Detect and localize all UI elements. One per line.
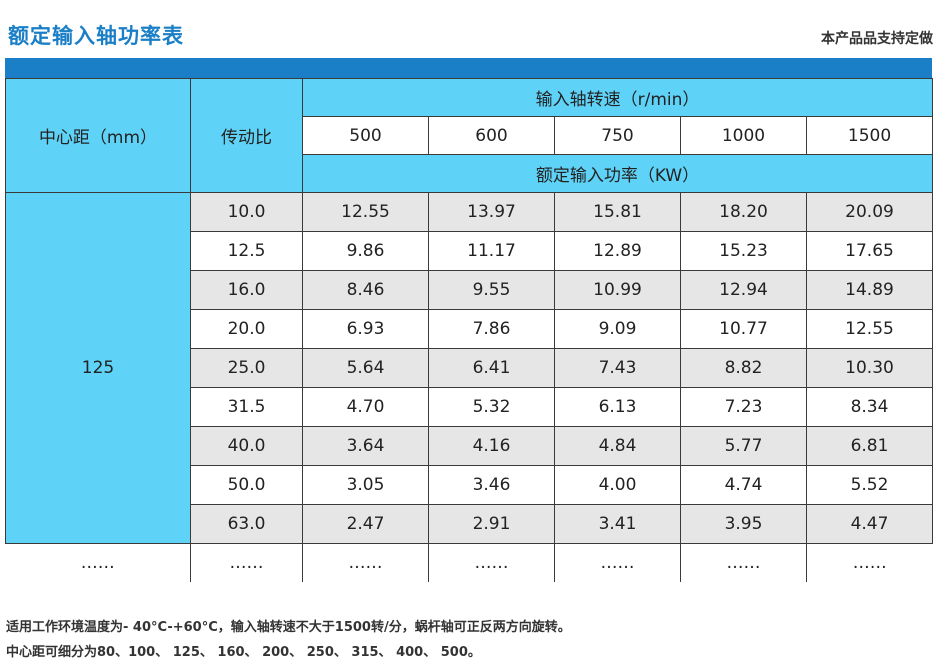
power-cell: 4.84 bbox=[554, 426, 681, 466]
power-cell: 17.65 bbox=[805, 231, 934, 271]
power-cell: 10.77 bbox=[680, 309, 807, 349]
center-distance-header: 中心距（mm） bbox=[5, 78, 191, 193]
power-cell: 4.16 bbox=[428, 426, 555, 466]
header-bar bbox=[5, 58, 932, 78]
ratio-cell: 10.0 bbox=[190, 192, 303, 232]
power-cell: 3.41 bbox=[554, 504, 681, 544]
power-cell: 14.89 bbox=[805, 270, 934, 310]
power-cell: 7.43 bbox=[554, 348, 681, 388]
power-cell: 18.20 bbox=[680, 192, 807, 232]
power-cell: 4.00 bbox=[554, 465, 681, 505]
power-cell: 2.91 bbox=[428, 504, 555, 544]
power-cell: 13.97 bbox=[428, 192, 555, 232]
speed-1500: 1500 bbox=[805, 116, 934, 155]
power-cell: 8.34 bbox=[805, 387, 934, 427]
power-rating-table: 中心距（mm） 传动比 输入轴转速（r/min） 500 600 750 100… bbox=[5, 78, 934, 582]
ellipsis-cell: …… bbox=[190, 543, 303, 582]
power-header: 额定输入功率（KW） bbox=[301, 154, 934, 193]
power-cell: 12.55 bbox=[805, 309, 934, 349]
power-cell: 10.30 bbox=[805, 348, 934, 388]
ellipsis-cell: …… bbox=[5, 543, 191, 582]
ratio-cell: 50.0 bbox=[190, 465, 303, 505]
power-cell: 15.81 bbox=[554, 192, 681, 232]
ellipsis-cell: …… bbox=[680, 543, 807, 582]
footnote-temperature: 适用工作环境温度为- 40°C-+60°C，输入轴转速不大于1500转/分，蜗杆… bbox=[6, 620, 571, 635]
power-cell: 4.74 bbox=[680, 465, 807, 505]
ellipsis-cell: …… bbox=[805, 543, 933, 582]
table-row: 31.5 4.70 5.32 6.13 7.23 8.34 bbox=[6, 387, 934, 427]
ratio-cell: 31.5 bbox=[190, 387, 303, 427]
table-row: 50.0 3.05 3.46 4.00 4.74 5.52 bbox=[6, 465, 934, 505]
power-cell: 12.55 bbox=[302, 192, 429, 232]
ellipsis-cell: …… bbox=[554, 543, 681, 582]
power-cell: 6.81 bbox=[805, 426, 934, 466]
table-row: 40.0 3.64 4.16 4.84 5.77 6.81 bbox=[6, 426, 934, 466]
power-cell: 3.46 bbox=[428, 465, 555, 505]
power-cell: 12.94 bbox=[680, 270, 807, 310]
power-cell: 2.47 bbox=[302, 504, 429, 544]
ratio-cell: 16.0 bbox=[190, 270, 303, 310]
ellipsis-cell: …… bbox=[302, 543, 429, 582]
power-cell: 15.23 bbox=[680, 231, 807, 271]
power-cell: 4.47 bbox=[805, 504, 934, 544]
speed-750: 750 bbox=[554, 116, 681, 155]
power-cell: 4.70 bbox=[302, 387, 429, 427]
power-cell: 9.09 bbox=[554, 309, 681, 349]
power-cell: 10.99 bbox=[554, 270, 681, 310]
speed-1000: 1000 bbox=[680, 116, 807, 155]
power-cell: 6.41 bbox=[428, 348, 555, 388]
speed-600: 600 bbox=[428, 116, 555, 155]
power-cell: 7.23 bbox=[680, 387, 807, 427]
power-cell: 5.32 bbox=[428, 387, 555, 427]
ellipsis-cell: …… bbox=[428, 543, 555, 582]
ratio-cell: 25.0 bbox=[190, 348, 303, 388]
power-cell: 3.95 bbox=[680, 504, 807, 544]
center-distance-value: 125 bbox=[5, 192, 191, 544]
footnote-center-distance: 中心距可细分为80、100、 125、 160、 200、 250、 315、 … bbox=[6, 645, 481, 660]
power-cell: 12.89 bbox=[554, 231, 681, 271]
speed-header: 输入轴转速（r/min） bbox=[301, 78, 934, 117]
table-row: 25.0 5.64 6.41 7.43 8.82 10.30 bbox=[6, 348, 934, 388]
power-cell: 7.86 bbox=[428, 309, 555, 349]
ratio-cell: 63.0 bbox=[190, 504, 303, 544]
power-cell: 8.46 bbox=[302, 270, 429, 310]
ratio-cell: 12.5 bbox=[190, 231, 303, 271]
table-row: 16.0 8.46 9.55 10.99 12.94 14.89 bbox=[6, 270, 934, 310]
table-row: 20.0 6.93 7.86 9.09 10.77 12.55 bbox=[6, 309, 934, 349]
page-title: 额定输入轴功率表 bbox=[8, 24, 184, 48]
power-cell: 11.17 bbox=[428, 231, 555, 271]
power-cell: 8.82 bbox=[680, 348, 807, 388]
power-cell: 20.09 bbox=[805, 192, 934, 232]
ellipsis-row: …………………………………… bbox=[5, 543, 933, 582]
power-cell: 5.77 bbox=[680, 426, 807, 466]
power-cell: 9.55 bbox=[428, 270, 555, 310]
power-cell: 9.86 bbox=[302, 231, 429, 271]
power-cell: 5.52 bbox=[805, 465, 934, 505]
speed-500: 500 bbox=[302, 116, 429, 155]
power-cell: 3.05 bbox=[302, 465, 429, 505]
ratio-cell: 40.0 bbox=[190, 426, 303, 466]
table-row: 125 10.0 12.55 13.97 15.81 18.20 20.09 bbox=[5, 192, 934, 544]
custom-order-note: 本产品品支持定做 bbox=[821, 31, 933, 47]
ratio-cell: 20.0 bbox=[190, 309, 303, 349]
power-cell: 3.64 bbox=[302, 426, 429, 466]
power-cell: 6.93 bbox=[302, 309, 429, 349]
ratio-header: 传动比 bbox=[190, 78, 303, 193]
power-cell: 6.13 bbox=[554, 387, 681, 427]
power-cell: 5.64 bbox=[302, 348, 429, 388]
table-row: 12.5 9.86 11.17 12.89 15.23 17.65 bbox=[6, 231, 934, 271]
